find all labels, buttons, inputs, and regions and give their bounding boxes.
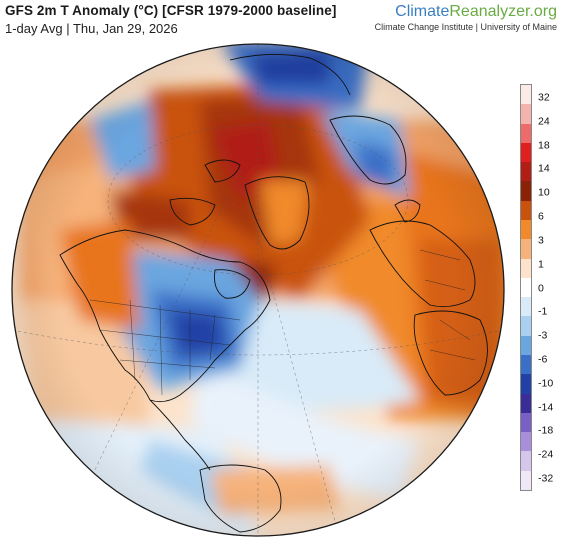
colorbar-tick-label: 24: [538, 115, 550, 128]
colorbar-tick-label: 18: [538, 139, 550, 152]
globe-outline: [11, 43, 505, 537]
colorbar-tick-label: -10: [538, 377, 554, 390]
colorbar-swatch: [521, 123, 531, 143]
colorbar-tick-label: 32: [538, 91, 550, 104]
colorbar-swatch: [521, 354, 531, 375]
colorbar-tick-label: 10: [538, 186, 550, 199]
colorbar-tick-label: -18: [538, 424, 554, 437]
colorbar-tick-label: -24: [538, 448, 554, 461]
colorbar-tick-label: 6: [538, 210, 544, 223]
colorbar-swatch: [521, 200, 531, 220]
colorbar-tick-label: -32: [538, 472, 554, 485]
brand-tagline: Climate Change Institute | University of…: [374, 22, 557, 32]
colorbar-swatch: [521, 239, 531, 259]
colorbar-tick-label: 3: [538, 234, 544, 247]
brand-name: ClimateReanalyzer.org: [395, 3, 557, 20]
colorbar-swatch: [521, 219, 531, 240]
colorbar-swatch: [521, 162, 531, 182]
colorbar-swatch: [521, 470, 531, 490]
colorbar-swatch: [521, 412, 531, 433]
colorbar-swatch: [521, 451, 531, 471]
colorbar-swatch: [521, 85, 531, 105]
colorbar-tick-label: -14: [538, 401, 554, 414]
colorbar: [520, 84, 532, 491]
colorbar-swatch: [521, 104, 531, 124]
colorbar-tick-label: 14: [538, 162, 550, 175]
colorbar-tick-label: 0: [538, 282, 544, 294]
brand-logo[interactable]: ClimateReanalyzer.org Climate Change Ins…: [375, 2, 557, 32]
colorbar-swatch: [521, 374, 531, 394]
colorbar-swatch: [521, 432, 531, 452]
colorbar-swatch: [521, 181, 531, 201]
map-header-title: GFS 2m T Anomaly (°C) [CFSR 1979-2000 ba…: [5, 3, 337, 18]
colorbar-tick-label: 1: [538, 258, 544, 271]
colorbar-swatch: [521, 393, 531, 413]
colorbar-swatch: [521, 142, 531, 163]
map-header-subtitle: 1-day Avg | Thu, Jan 29, 2026: [5, 21, 178, 36]
colorbar-tick-label: -6: [538, 353, 548, 366]
colorbar-swatch: [521, 316, 531, 336]
colorbar-swatch: [521, 258, 531, 278]
colorbar-swatch: [521, 335, 531, 355]
colorbar-tick-label: -1: [538, 305, 548, 318]
colorbar-swatch: [521, 297, 531, 317]
anomaly-field: [12, 44, 504, 536]
colorbar-tick-label: -3: [538, 329, 548, 342]
colorbar-swatch: [521, 277, 531, 298]
